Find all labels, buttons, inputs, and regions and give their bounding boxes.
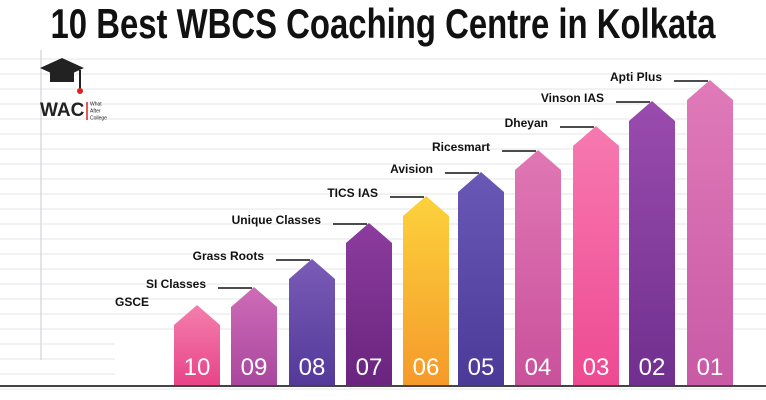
rank-number: 10	[184, 354, 211, 381]
item-label: GSCE	[115, 295, 149, 309]
item-label: Vinson IAS	[541, 91, 604, 105]
logo-tagline: What	[90, 101, 102, 107]
bar	[346, 223, 392, 385]
item-label: SI Classes	[146, 277, 206, 291]
rank-number: 02	[639, 354, 666, 381]
bar	[629, 101, 675, 385]
bar	[231, 287, 277, 385]
bar	[289, 259, 335, 385]
rank-number: 04	[525, 354, 552, 381]
bar	[458, 172, 504, 385]
bar	[403, 196, 449, 385]
bar	[515, 150, 561, 385]
item-label: TICS IAS	[327, 186, 378, 200]
cap-base	[50, 72, 74, 82]
rank-number: 08	[299, 354, 326, 381]
bar	[687, 80, 733, 385]
bars: 10 GSCE 09 SI Classes 08 Grass Roots 07 Unique …	[115, 70, 733, 385]
rank-number: 07	[356, 354, 383, 381]
logo-name: WAC	[40, 100, 85, 121]
logo-tagline: After	[90, 108, 101, 114]
rank-number: 01	[697, 354, 724, 381]
item-label: Avision	[390, 162, 433, 176]
bar	[573, 126, 619, 385]
item-label: Unique Classes	[232, 213, 322, 227]
item-label: Dheyan	[505, 116, 548, 130]
rank-number: 03	[583, 354, 610, 381]
item-label: Apti Plus	[610, 70, 662, 84]
rank-number: 09	[241, 354, 268, 381]
rank-number: 05	[468, 354, 495, 381]
item-label: Ricesmart	[432, 140, 490, 154]
logo: WAC What After College	[40, 58, 107, 121]
logo-tagline: College	[90, 115, 107, 121]
bar	[174, 305, 220, 385]
title: 10 Best WBCS Coaching Centre in Kolkata	[51, 0, 716, 47]
tassel-end	[77, 88, 83, 94]
rank-number: 06	[413, 354, 440, 381]
item-label: Grass Roots	[193, 249, 265, 263]
